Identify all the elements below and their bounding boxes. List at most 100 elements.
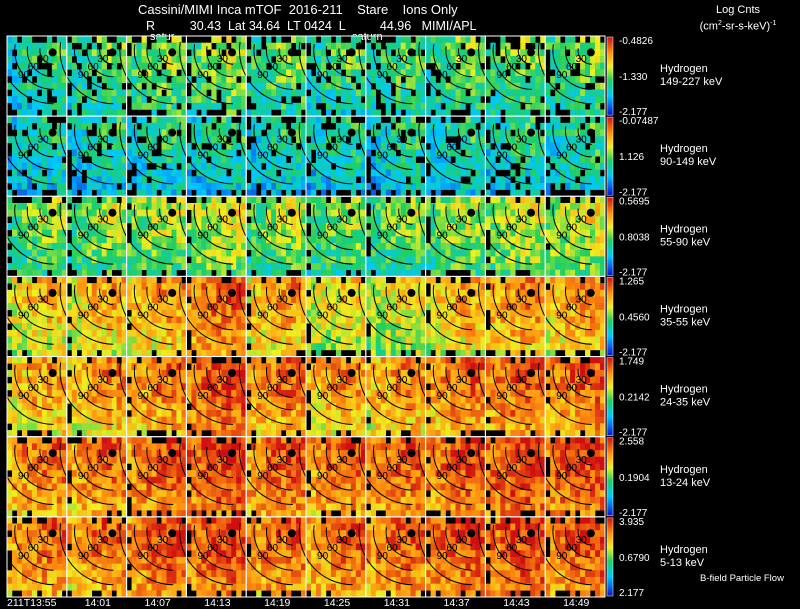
heatmap-cell <box>271 76 277 84</box>
heatmap-cell <box>445 316 451 324</box>
heatmap-cell <box>116 223 122 230</box>
heatmap-cell <box>11 156 18 164</box>
heatmap-cell <box>470 89 476 97</box>
heatmap-cell <box>370 263 377 271</box>
heatmap-cell <box>365 229 372 237</box>
heatmap-cell <box>560 316 566 324</box>
heatmap-cell <box>360 223 367 230</box>
heatmap-cell <box>540 289 546 297</box>
heatmap-cell <box>136 269 142 277</box>
heatmap-cell <box>226 296 232 304</box>
heatmap-cell <box>271 62 277 70</box>
heatmap-cell <box>535 129 541 137</box>
heatmap-cell <box>181 89 187 97</box>
heatmap-cell <box>81 82 88 90</box>
heatmap-cell <box>101 162 107 170</box>
heatmap-cell <box>390 329 396 337</box>
heatmap-cell <box>520 202 526 210</box>
heatmap-cell <box>600 89 606 97</box>
heatmap-cell <box>216 136 222 144</box>
heatmap-cell <box>271 162 277 170</box>
heatmap-cell <box>96 223 102 230</box>
heatmap-cell <box>26 156 33 164</box>
heatmap-cell <box>355 289 362 297</box>
heatmap-cell <box>236 156 242 164</box>
heatmap-cell <box>136 56 142 64</box>
heatmap-cell <box>271 202 277 210</box>
heatmap-cell <box>435 243 441 251</box>
heatmap-cell <box>325 96 332 104</box>
heatmap-cell <box>181 76 187 84</box>
heatmap-cell <box>301 176 307 184</box>
heatmap-cell <box>31 89 38 97</box>
heatmap-cell <box>445 303 451 311</box>
heatmap-cell <box>86 162 93 170</box>
heatmap-cell <box>440 182 446 190</box>
heatmap-cell <box>515 256 521 264</box>
heatmap-cell <box>390 62 396 70</box>
heatmap-cell <box>530 263 536 271</box>
heatmap-cell <box>520 223 526 230</box>
heatmap-cell <box>445 336 451 344</box>
heatmap-cell <box>520 36 526 43</box>
heatmap-cell <box>171 256 177 264</box>
heatmap-cell <box>495 349 501 357</box>
heatmap-cell <box>11 303 18 311</box>
heatmap-cell <box>420 283 426 291</box>
heatmap-cell <box>545 42 551 50</box>
heatmap-cell <box>86 142 93 150</box>
heatmap-cell <box>370 303 377 311</box>
heatmap-cell <box>340 56 347 64</box>
heatmap-cell <box>231 56 237 64</box>
heatmap-cell <box>570 243 576 251</box>
heatmap-cell <box>41 182 48 190</box>
heatmap-cell <box>86 96 93 104</box>
heatmap-cell <box>510 283 516 291</box>
heatmap-cell <box>236 89 242 97</box>
heatmap-cell <box>296 136 302 144</box>
heatmap-cell <box>450 56 456 64</box>
heatmap-cell <box>21 176 28 184</box>
heatmap-cell <box>256 82 262 90</box>
heatmap-cell <box>555 329 561 337</box>
heatmap-cell <box>470 69 476 77</box>
heatmap-cell <box>575 216 581 224</box>
heatmap-cell <box>350 269 357 277</box>
heatmap-cell <box>445 236 451 244</box>
heatmap-cell <box>226 343 232 351</box>
heatmap-cell <box>545 136 551 144</box>
heatmap-cell <box>525 336 531 344</box>
heatmap-cell <box>231 343 237 351</box>
heatmap-cell <box>26 76 33 84</box>
heatmap-cell <box>525 256 531 264</box>
heatmap-cell <box>221 236 227 244</box>
heatmap-cell <box>315 162 322 170</box>
heatmap-cell <box>221 176 227 184</box>
heatmap-cell <box>96 249 102 257</box>
heatmap-cell <box>211 229 217 237</box>
heatmap-cell <box>191 96 197 104</box>
heatmap-cell <box>340 182 347 190</box>
heatmap-cell <box>540 102 546 110</box>
heatmap-cell <box>420 236 426 244</box>
heatmap-cell <box>520 303 526 311</box>
heatmap-cell <box>196 236 202 244</box>
heatmap-cell <box>505 182 511 190</box>
heatmap-cell <box>16 136 23 144</box>
heatmap-cell <box>370 62 377 70</box>
heatmap-cell <box>395 349 401 357</box>
heatmap-cell <box>81 89 88 97</box>
heatmap-cell <box>470 189 476 197</box>
heatmap-cell <box>41 116 48 124</box>
heatmap-cell <box>176 136 182 144</box>
heatmap-cell <box>246 209 252 217</box>
heatmap-cell <box>350 36 357 43</box>
heatmap-cell <box>435 216 441 224</box>
heatmap-cell <box>261 269 267 277</box>
heatmap-cell <box>390 283 396 291</box>
heatmap-cell <box>266 102 272 110</box>
heatmap-cell <box>101 216 107 224</box>
heatmap-cell <box>485 289 491 297</box>
heatmap-cell <box>251 62 257 70</box>
heatmap-cell <box>166 56 172 64</box>
